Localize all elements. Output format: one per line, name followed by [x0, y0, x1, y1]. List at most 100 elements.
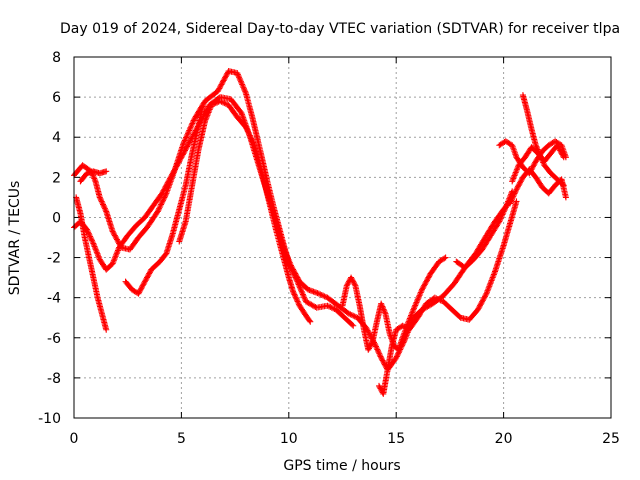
data-point [114, 237, 121, 244]
data-point [250, 139, 257, 146]
data-point [248, 135, 255, 142]
data-point [299, 291, 306, 298]
data-point [290, 288, 297, 295]
data-point [141, 279, 148, 286]
data-point [321, 293, 328, 300]
data-point [499, 211, 506, 218]
data-point [508, 196, 515, 203]
data-point [136, 287, 143, 294]
series-arc-12 [507, 166, 569, 207]
data-point [560, 154, 567, 161]
data-point [291, 291, 298, 298]
data-point [417, 289, 424, 296]
data-point [250, 140, 257, 147]
data-point [498, 214, 505, 221]
data-point [244, 126, 251, 133]
data-point [245, 129, 252, 136]
data-point [377, 353, 384, 360]
data-point [216, 85, 223, 92]
data-point [180, 140, 187, 147]
data-point [215, 86, 222, 93]
data-point [479, 298, 486, 305]
data-point [237, 78, 244, 85]
data-point [174, 160, 181, 167]
data-point [421, 282, 428, 289]
data-point [181, 138, 188, 145]
data-point [99, 201, 106, 208]
data-point [159, 189, 166, 196]
plot-frame [73, 56, 612, 419]
data-point [294, 274, 301, 281]
data-point [214, 88, 221, 95]
data-point [184, 143, 191, 150]
data-point [187, 124, 194, 131]
data-point [169, 171, 176, 178]
data-point [238, 80, 245, 87]
data-point [351, 281, 358, 288]
data-point [248, 136, 255, 143]
data-point [514, 185, 521, 192]
data-point [291, 269, 298, 276]
data-point [414, 298, 421, 305]
data-point [555, 144, 562, 151]
data-point [381, 309, 388, 316]
data-point [477, 301, 484, 308]
data-point [510, 193, 517, 200]
data-point [293, 297, 300, 304]
data-point [500, 210, 507, 217]
data-point [160, 187, 167, 194]
data-point [239, 81, 246, 88]
series-arc-1 [71, 68, 357, 329]
data-point [167, 174, 174, 181]
data-point [136, 289, 143, 296]
series-arc-4 [77, 168, 110, 185]
data-point [179, 152, 186, 159]
data-point [295, 299, 302, 306]
data-point [379, 357, 386, 364]
data-point [101, 205, 108, 212]
data-point [531, 160, 538, 167]
data-point [170, 168, 177, 175]
data-point [156, 204, 163, 211]
data-point [219, 78, 226, 85]
data-point [513, 186, 520, 193]
data-point [533, 143, 540, 150]
data-point [518, 177, 525, 184]
data-point [414, 296, 421, 303]
data-point [242, 88, 249, 95]
data-point [236, 75, 243, 82]
series-arc-7 [339, 254, 449, 353]
data-point [174, 162, 181, 169]
data-point [158, 200, 165, 207]
data-point [235, 72, 242, 79]
data-point [160, 197, 167, 204]
data-point [166, 177, 173, 184]
y-axis-label: SDTVAR / TECUs [7, 181, 23, 296]
data-point [411, 303, 418, 310]
data-point [475, 305, 482, 312]
data-point [516, 181, 523, 188]
data-point [345, 279, 352, 286]
y-tick-label: -8 [47, 371, 61, 387]
data-point [146, 270, 153, 277]
series-arc-5 [122, 102, 206, 297]
data-point [186, 126, 193, 133]
data-point [368, 340, 375, 347]
data-point [425, 274, 432, 281]
data-point [183, 134, 190, 141]
data-point [343, 282, 350, 289]
data-point [168, 172, 175, 179]
data-point [217, 82, 224, 89]
data-point [246, 131, 253, 138]
data-point [96, 194, 103, 201]
data-point [348, 312, 355, 319]
data-point [320, 292, 327, 299]
series-arc-13 [509, 142, 567, 185]
data-point [295, 275, 302, 282]
data-point [375, 349, 382, 356]
data-point [240, 84, 247, 91]
data-point [155, 207, 162, 214]
data-point [176, 156, 183, 163]
data-point [164, 179, 171, 186]
data-point [89, 239, 96, 246]
